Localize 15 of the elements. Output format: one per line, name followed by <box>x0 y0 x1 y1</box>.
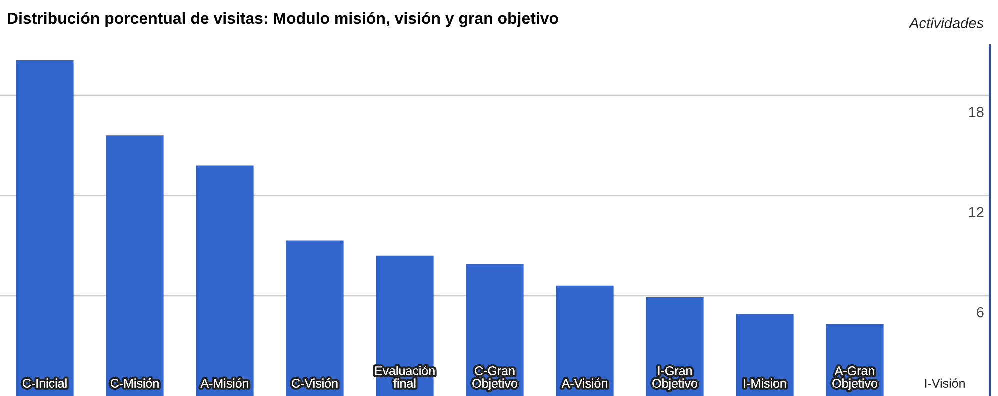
x-tick-label: I-Visión <box>925 378 965 388</box>
y-tick-label: 12 <box>969 207 984 218</box>
x-tick-label: C-Visión <box>292 378 338 388</box>
x-tick-label: A-Misión <box>200 378 249 388</box>
x-tick-label: I-Mision <box>744 378 786 388</box>
y-tick-label: 6 <box>977 307 984 318</box>
y-axis-title: Actividades <box>908 18 984 28</box>
y-tick-label: 18 <box>969 107 984 118</box>
x-tick-label: I-Gran Objetivo <box>652 366 698 390</box>
x-tick-label: C-Inicial <box>23 378 67 388</box>
chart-title: Distribución porcentual de visitas: Modulo misión, visión y gran objetivo <box>8 12 558 28</box>
x-tick-label: C-Misión <box>110 378 159 388</box>
x-tick-label: A-Visión <box>562 378 608 388</box>
x-tick-label: A-Gran Objetivo <box>832 366 878 390</box>
x-tick-label: C-Gran Objetivo <box>472 366 518 390</box>
